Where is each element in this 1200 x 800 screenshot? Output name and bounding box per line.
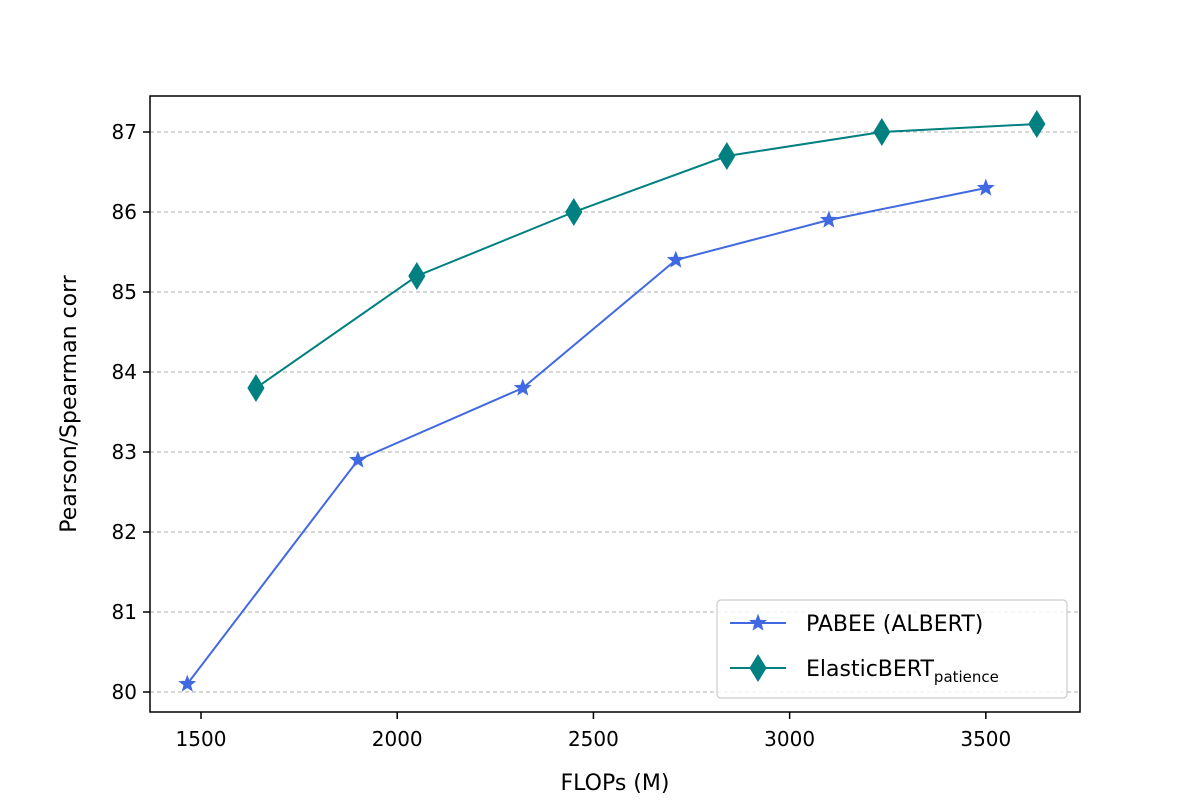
- data-point: [565, 198, 583, 226]
- legend-label-elasticbert-text: ElasticBERT: [806, 657, 934, 682]
- series-line: [255, 123, 1037, 389]
- y-tick-label: 80: [112, 680, 137, 704]
- legend-label-pabee-text: PABEE (ALBERT): [806, 612, 983, 637]
- y-tick-label: 82: [112, 520, 137, 544]
- y-tick-label: 86: [112, 200, 137, 224]
- legend-label-elasticbert-subscript: patience: [934, 668, 999, 686]
- x-axis-ticks: 1500 2000 2500 3000 3500: [176, 712, 1011, 751]
- x-tick-label: 3000: [764, 727, 815, 751]
- legend-marker-shape: [749, 654, 767, 682]
- data-point: [718, 142, 736, 170]
- y-tick-label: 84: [112, 360, 137, 384]
- y-axis-label: Pearson/Spearman corr: [57, 274, 82, 532]
- y-tick-label: 83: [112, 440, 137, 464]
- legend-marker-pabee: [749, 613, 767, 631]
- data-point: [349, 450, 367, 468]
- legend-entry-elasticbert: ElasticBERTpatience: [730, 654, 999, 686]
- series-1: [247, 110, 1046, 402]
- series-0: [178, 178, 995, 692]
- x-tick-label: 2000: [372, 727, 423, 751]
- data-point: [178, 674, 197, 692]
- data-point: [873, 118, 891, 146]
- legend-marker-elasticbert: [749, 654, 767, 682]
- data-point: [513, 378, 532, 396]
- legend-entry-pabee: PABEE (ALBERT): [730, 612, 983, 637]
- legend-label-pabee: PABEE (ALBERT): [806, 612, 983, 637]
- series-line: [186, 187, 987, 685]
- y-tick-label: 87: [112, 120, 137, 144]
- legend-label-elasticbert: ElasticBERTpatience: [806, 657, 999, 686]
- legend: PABEE (ALBERT) ElasticBERTpatience: [716, 599, 1068, 699]
- y-tick-label: 81: [112, 600, 137, 624]
- x-tick-label: 2500: [568, 727, 619, 751]
- legend-box: [716, 599, 1068, 699]
- data-point: [247, 374, 265, 402]
- data-point: [666, 250, 685, 268]
- data-point: [976, 178, 995, 196]
- y-tick-label: 85: [112, 280, 137, 304]
- grid: [150, 131, 1080, 693]
- y-axis-ticks: 80 81 82 83 84 85 86 87: [112, 120, 150, 704]
- x-axis-label: FLOPs (M): [561, 771, 670, 796]
- legend-marker-shape: [749, 613, 767, 631]
- data-point: [408, 262, 426, 290]
- x-tick-label: 1500: [176, 727, 227, 751]
- x-tick-label: 3500: [960, 727, 1011, 751]
- data-point: [1028, 110, 1046, 138]
- data-point: [819, 210, 838, 228]
- plot-frame: [149, 95, 1081, 713]
- series-layer: [178, 110, 1046, 692]
